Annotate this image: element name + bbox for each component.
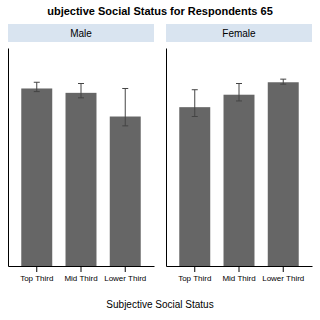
panel-header: Male xyxy=(70,28,92,39)
marks xyxy=(21,82,140,266)
error-bar xyxy=(34,82,40,91)
bar xyxy=(21,88,52,266)
error-line xyxy=(81,84,82,98)
x-tick-mark xyxy=(36,266,37,272)
x-tick-label: Mid Third xyxy=(64,274,97,283)
error-bar xyxy=(78,84,84,98)
x-tick-label: Lower Third xyxy=(262,274,304,283)
x-tick: Mid Third xyxy=(222,266,255,283)
error-bar xyxy=(236,84,242,101)
error-line xyxy=(283,79,284,84)
error-cap xyxy=(192,89,198,90)
bar xyxy=(110,117,141,266)
x-tick-mark xyxy=(125,266,126,272)
bar xyxy=(224,95,255,266)
x-tick: Lower Third xyxy=(104,266,146,283)
error-cap xyxy=(78,97,84,98)
error-cap xyxy=(122,125,128,126)
y-axis-line xyxy=(166,49,167,267)
x-tick-mark xyxy=(194,266,195,272)
marks xyxy=(179,79,298,266)
x-tick: Top Third xyxy=(20,266,53,283)
x-tick: Mid Third xyxy=(64,266,97,283)
error-bar xyxy=(192,90,198,117)
error-cap xyxy=(280,84,286,85)
panel: Top Third Mid Third Lower Third xyxy=(9,49,155,283)
panel-header-bg xyxy=(8,24,154,42)
x-tick-label: Top Third xyxy=(178,274,211,283)
x-axis-title: Subjective Social Status xyxy=(106,299,213,310)
error-bar xyxy=(280,79,286,84)
error-line xyxy=(125,88,126,125)
bar xyxy=(179,107,210,266)
x-axis: Top Third Mid Third Lower Third xyxy=(167,266,313,283)
x-tick: Top Third xyxy=(178,266,211,283)
error-cap xyxy=(236,83,242,84)
error-line xyxy=(194,90,195,117)
bar xyxy=(66,93,97,266)
x-tick-mark xyxy=(283,266,284,272)
x-tick-label: Lower Third xyxy=(104,274,146,283)
x-tick: Lower Third xyxy=(262,266,304,283)
error-line xyxy=(239,84,240,101)
x-tick-label: Top Third xyxy=(20,274,53,283)
x-tick-mark xyxy=(239,266,240,272)
panel-header: Female xyxy=(222,28,256,39)
x-tick-label: Mid Third xyxy=(222,274,255,283)
title: ubjective Social Status for Respondents … xyxy=(47,5,273,17)
error-cap xyxy=(34,91,40,92)
error-cap xyxy=(192,116,198,117)
panel-header-bg xyxy=(166,24,312,42)
bar xyxy=(268,82,299,266)
error-cap xyxy=(34,82,40,83)
error-cap xyxy=(78,83,84,84)
error-bar xyxy=(122,88,128,125)
chart: ubjective Social Status for Respondents … xyxy=(0,0,320,320)
error-line xyxy=(36,82,37,91)
panel: Top Third Mid Third Lower Third xyxy=(167,49,313,283)
error-cap xyxy=(122,88,128,89)
y-axis xyxy=(166,49,167,267)
error-cap xyxy=(280,79,286,80)
error-cap xyxy=(236,100,242,101)
x-axis: Top Third Mid Third Lower Third xyxy=(9,266,155,283)
x-tick-mark xyxy=(81,266,82,272)
y-axis-line xyxy=(8,49,9,267)
y-axis xyxy=(8,49,9,267)
